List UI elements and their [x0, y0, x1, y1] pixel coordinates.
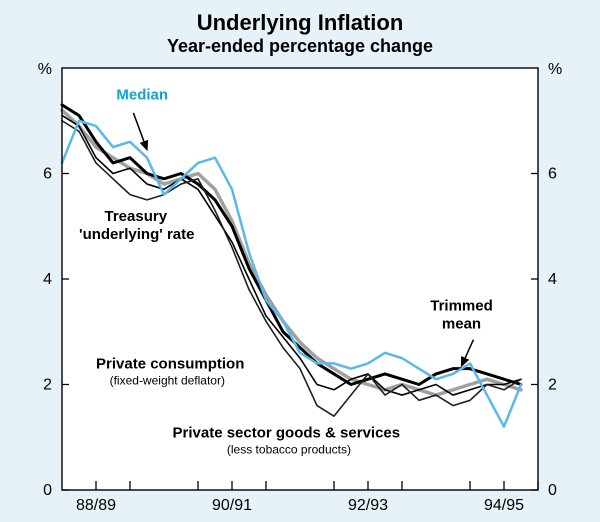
svg-text:%: % [38, 61, 52, 78]
svg-text:Median: Median [116, 87, 168, 104]
svg-text:0: 0 [548, 482, 557, 499]
svg-text:94/95: 94/95 [484, 497, 524, 514]
svg-text:6: 6 [548, 166, 557, 183]
svg-text:2: 2 [548, 377, 557, 394]
svg-text:4: 4 [548, 271, 557, 288]
svg-text:Private consumption: Private consumption [96, 356, 244, 373]
svg-text:2: 2 [43, 377, 52, 394]
svg-text:'underlying' rate: 'underlying' rate [79, 226, 195, 243]
svg-text:4: 4 [43, 271, 52, 288]
svg-text:92/93: 92/93 [348, 497, 388, 514]
svg-text:6: 6 [43, 166, 52, 183]
chart-svg: 0 0 2 2 4 4 6 6%% 88/89 90/91 92/93 94/95 Median Trea… [0, 0, 600, 522]
svg-text:(fixed-weight deflator): (fixed-weight deflator) [110, 374, 225, 388]
svg-text:90/91: 90/91 [212, 497, 252, 514]
svg-text:%: % [548, 61, 562, 78]
chart-container: Underlying Inflation Year-ended percenta… [0, 0, 600, 522]
svg-text:0: 0 [43, 482, 52, 499]
svg-text:Trimmed: Trimmed [430, 298, 493, 315]
svg-text:mean: mean [442, 316, 481, 333]
svg-text:Private sector goods & service: Private sector goods & services [173, 424, 401, 441]
svg-text:Treasury: Treasury [105, 208, 168, 225]
svg-text:88/89: 88/89 [76, 497, 116, 514]
svg-text:(less tobacco products): (less tobacco products) [227, 442, 351, 456]
